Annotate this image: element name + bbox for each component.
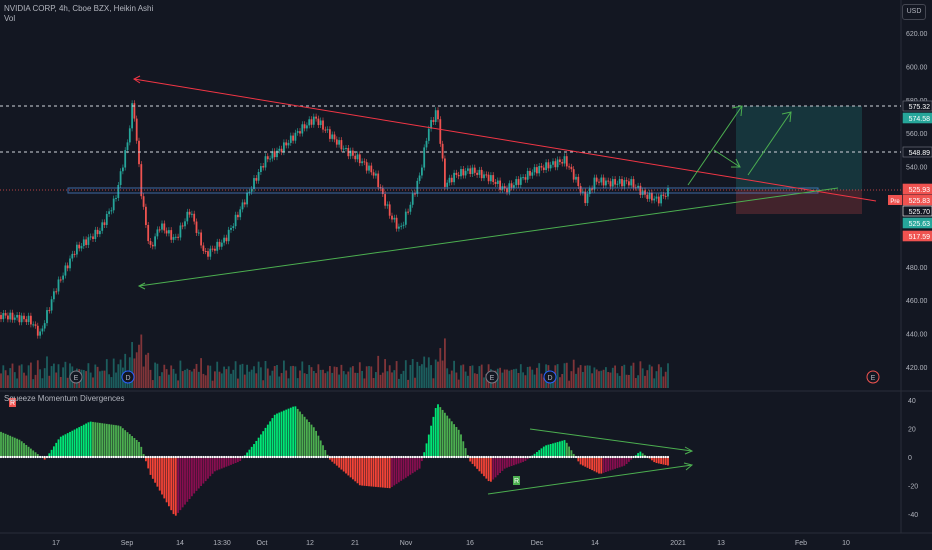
dividend-marker-label: D <box>547 375 552 382</box>
price-label: 525.83 Pre <box>888 194 932 206</box>
indicator-tick-label: 0 <box>908 455 912 462</box>
price-label-text: 525.83 <box>909 198 931 205</box>
projection-path-2-arrowhead <box>781 111 792 123</box>
indicator-divergence-upper-arrow <box>684 446 694 455</box>
time-tick-label: 13 <box>717 540 725 547</box>
price-label-text: 525.93 <box>909 187 931 194</box>
lower-trendline[interactable] <box>138 187 839 287</box>
projection-path-arrowhead <box>731 105 743 117</box>
time-tick-label: Sep <box>121 540 134 547</box>
time-tick-label: Feb <box>795 540 807 547</box>
time-tick-label: 17 <box>52 540 60 547</box>
price-tick-label: 440.00 <box>906 332 928 339</box>
event-markers[interactable]: E D E D E <box>69 370 880 384</box>
time-tick-label: 13:30 <box>213 540 231 547</box>
price-tick-label: 620.00 <box>906 31 928 38</box>
price-label: 574.58 <box>902 112 932 124</box>
price-label-text: 575.32 <box>909 104 931 111</box>
dividend-marker-label: D <box>125 375 130 382</box>
currency-button[interactable]: USD <box>902 4 926 20</box>
price-tick-label: 420.00 <box>906 365 928 372</box>
time-tick-label: 14 <box>176 540 184 547</box>
price-label: 525.93 <box>902 183 932 195</box>
time-tick-label: 21 <box>351 540 359 547</box>
indicator-tick-label: 40 <box>908 398 916 405</box>
price-label: 548.89 <box>902 146 932 158</box>
time-tick-label: 14 <box>591 540 599 547</box>
price-axis-labels: 575.32 574.58 548.89 525.93 525.83 Pre 525.70 5… <box>888 100 932 242</box>
time-tick-label: 2021 <box>670 540 686 547</box>
divergence-marker-bearish[interactable]: R <box>9 398 16 407</box>
earnings-marker-label: E <box>871 375 876 382</box>
indicator-title[interactable]: Squeeze Momentum Divergences <box>4 394 125 403</box>
price-label-text: 517.59 <box>909 234 931 241</box>
indicator-tick-label: 20 <box>908 427 916 434</box>
price-label-text: 525.63 <box>909 221 931 228</box>
price-tick-label: 540.00 <box>906 165 928 172</box>
price-label-text: 574.58 <box>909 116 931 123</box>
indicator-tick-label: -20 <box>908 484 918 491</box>
time-tick-label: Oct <box>257 540 268 547</box>
time-tick-label: 16 <box>466 540 474 547</box>
price-label-prefix: Pre <box>890 199 900 205</box>
price-label: 525.63 <box>902 217 932 229</box>
indicator-divergence-lower-arrow <box>683 462 694 471</box>
projection-pullback[interactable] <box>713 149 741 168</box>
upper-trendline[interactable] <box>133 78 877 202</box>
earnings-marker-label: E <box>490 375 495 382</box>
divergence-marker-label: R <box>514 478 519 485</box>
candlestick-series <box>0 100 669 339</box>
earnings-marker[interactable] <box>866 370 880 384</box>
price-tick-label: 480.00 <box>906 265 928 272</box>
lower-trendline-arrow <box>137 282 146 290</box>
dividend-marker[interactable] <box>543 370 557 384</box>
indicator-divergence-lower[interactable] <box>487 464 693 495</box>
chart-legend: NVIDIA CORP, 4h, Cboe BZX, Heikin Ashi V… <box>4 4 153 24</box>
divergence-marker-label: R <box>10 400 15 407</box>
price-label: 525.70 <box>902 205 932 217</box>
time-tick-label: 12 <box>306 540 314 547</box>
price-label-text: 525.70 <box>909 209 931 216</box>
price-tick-label: 600.00 <box>906 64 928 71</box>
projection-path[interactable] <box>687 105 743 186</box>
divergence-marker-bullish[interactable]: R <box>513 476 520 485</box>
profit-zone[interactable] <box>736 106 862 190</box>
dividend-marker[interactable] <box>121 370 135 384</box>
volume-legend[interactable]: Vol <box>4 14 16 23</box>
time-tick-label: Nov <box>400 540 413 547</box>
price-label-text: 548.89 <box>909 150 931 157</box>
loss-zone[interactable] <box>736 190 862 214</box>
price-label: 575.32 <box>902 100 932 112</box>
indicator-divergence-upper[interactable] <box>529 428 693 452</box>
earnings-marker[interactable] <box>485 370 499 384</box>
earnings-marker[interactable] <box>69 370 83 384</box>
price-label: 517.59 <box>902 230 932 242</box>
projection-path-2[interactable] <box>747 111 792 176</box>
upper-trendline-arrow <box>133 75 141 84</box>
support-zone[interactable] <box>67 187 819 194</box>
indicator-tick-label: -40 <box>908 512 918 519</box>
time-axis[interactable]: 17 Sep 14 13:30 Oct 12 21 Nov 16 Dec 14 2021 13 Feb 10 <box>52 540 850 547</box>
volume-bars <box>0 334 669 388</box>
indicator-axis[interactable]: 40 20 0 -20 -40 <box>908 398 918 519</box>
squeeze-histogram <box>0 404 669 516</box>
projection-pullback-arrowhead <box>731 158 741 168</box>
symbol-title[interactable]: NVIDIA CORP, 4h, Cboe BZX, Heikin Ashi <box>4 4 154 13</box>
earnings-marker-label: E <box>74 375 79 382</box>
price-tick-label: 460.00 <box>906 298 928 305</box>
squeeze-dots <box>0 455 670 459</box>
time-tick-label: 10 <box>842 540 850 547</box>
time-tick-label: Dec <box>531 540 544 547</box>
price-tick-label: 560.00 <box>906 131 928 138</box>
